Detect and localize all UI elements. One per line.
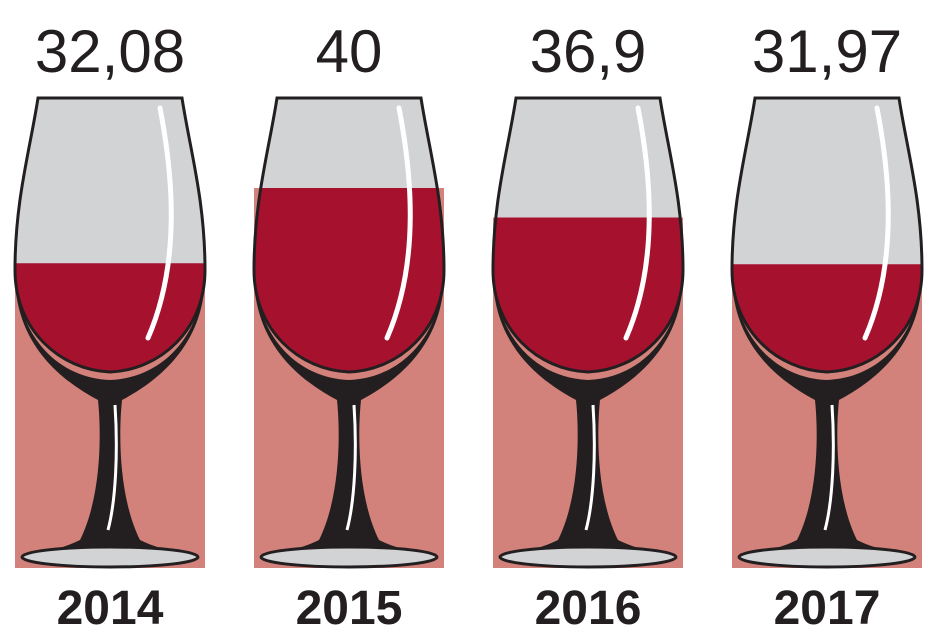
x-tick-label: 2015 <box>296 582 403 633</box>
glass-base <box>22 547 198 567</box>
value-label: 36,9 <box>530 18 647 85</box>
glass-base <box>739 547 915 567</box>
x-tick-label: 2017 <box>774 582 881 633</box>
value-label: 40 <box>316 18 383 85</box>
x-tick-label: 2016 <box>535 582 642 633</box>
x-tick-label: 2014 <box>57 582 164 633</box>
value-label: 31,97 <box>752 18 902 85</box>
chart: 32,08 2014 40 2015 36,9 2016 31,97 2017 <box>0 0 926 633</box>
glass-base <box>500 547 676 567</box>
glass-base <box>261 547 437 567</box>
value-label: 32,08 <box>35 18 185 85</box>
